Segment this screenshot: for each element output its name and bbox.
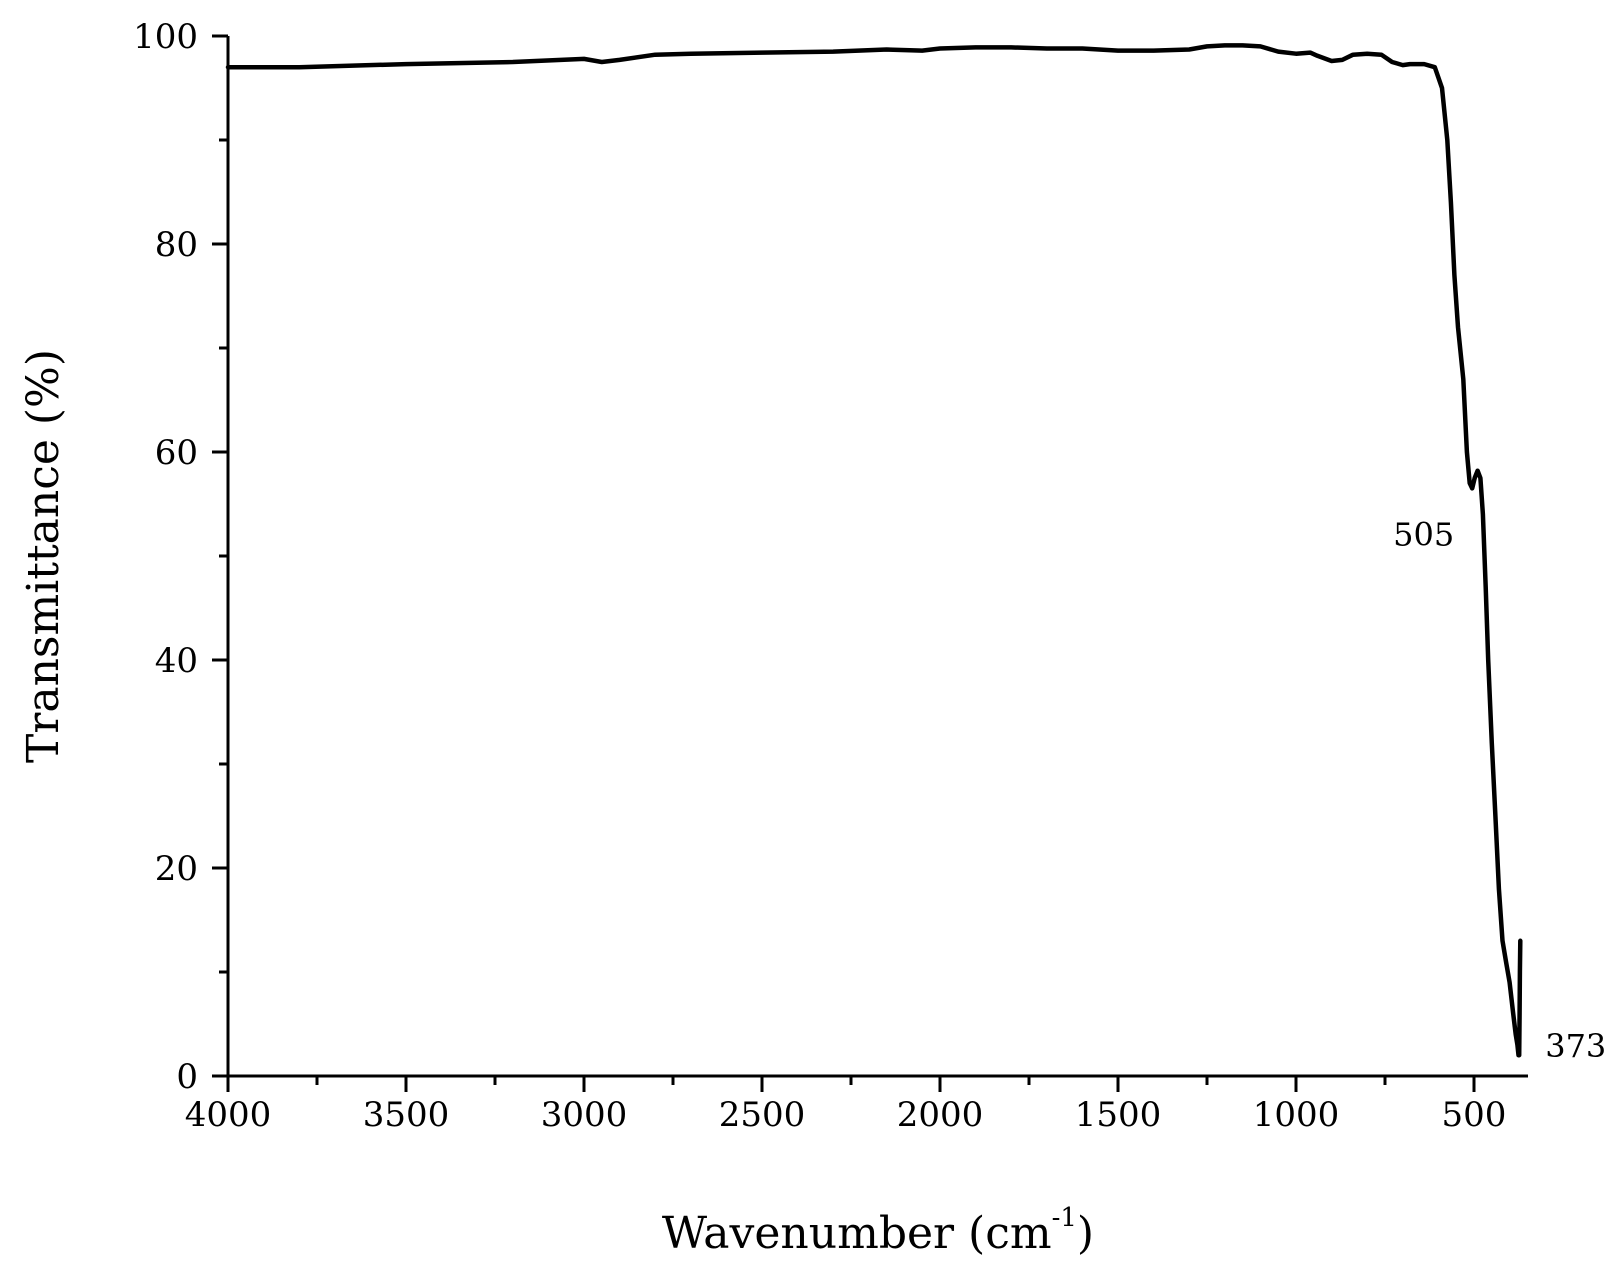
y-tick-label: 40 bbox=[155, 641, 198, 681]
annotation-label: 373 bbox=[1545, 1027, 1606, 1065]
annotation-label: 505 bbox=[1393, 516, 1454, 554]
x-axis-title-close: ) bbox=[1077, 1208, 1094, 1259]
y-tick-label: 80 bbox=[155, 225, 198, 265]
y-axis-title: Transmittance (%) bbox=[18, 349, 69, 763]
x-ticks: 4000 3500 3000 2500 2000 1500 1000 500 bbox=[185, 1076, 1507, 1135]
x-axis-title: Wavenumber (cm-1) bbox=[662, 1203, 1094, 1259]
axes bbox=[226, 36, 1528, 1078]
annotations: 505 373 bbox=[1393, 516, 1606, 1065]
x-tick-label: 3500 bbox=[363, 1095, 450, 1135]
x-tick-label: 1500 bbox=[1075, 1095, 1162, 1135]
x-tick-label: 2000 bbox=[897, 1095, 984, 1135]
transmittance-line bbox=[225, 43, 1523, 1058]
x-tick-label: 3000 bbox=[541, 1095, 628, 1135]
x-axis-title-main: Wavenumber (cm bbox=[662, 1208, 1052, 1259]
x-tick-label: 4000 bbox=[185, 1095, 272, 1135]
x-tick-label: 2500 bbox=[719, 1095, 806, 1135]
y-tick-label: 100 bbox=[133, 17, 198, 57]
x-axis-title-sup: -1 bbox=[1052, 1203, 1077, 1233]
x-tick-label: 1000 bbox=[1253, 1095, 1340, 1135]
y-tick-label: 60 bbox=[155, 433, 198, 473]
y-tick-label: 0 bbox=[176, 1057, 198, 1097]
x-tick-label: 500 bbox=[1442, 1095, 1507, 1135]
y-ticks: 0 20 40 60 80 100 bbox=[133, 17, 228, 1097]
y-tick-label: 20 bbox=[155, 849, 198, 889]
